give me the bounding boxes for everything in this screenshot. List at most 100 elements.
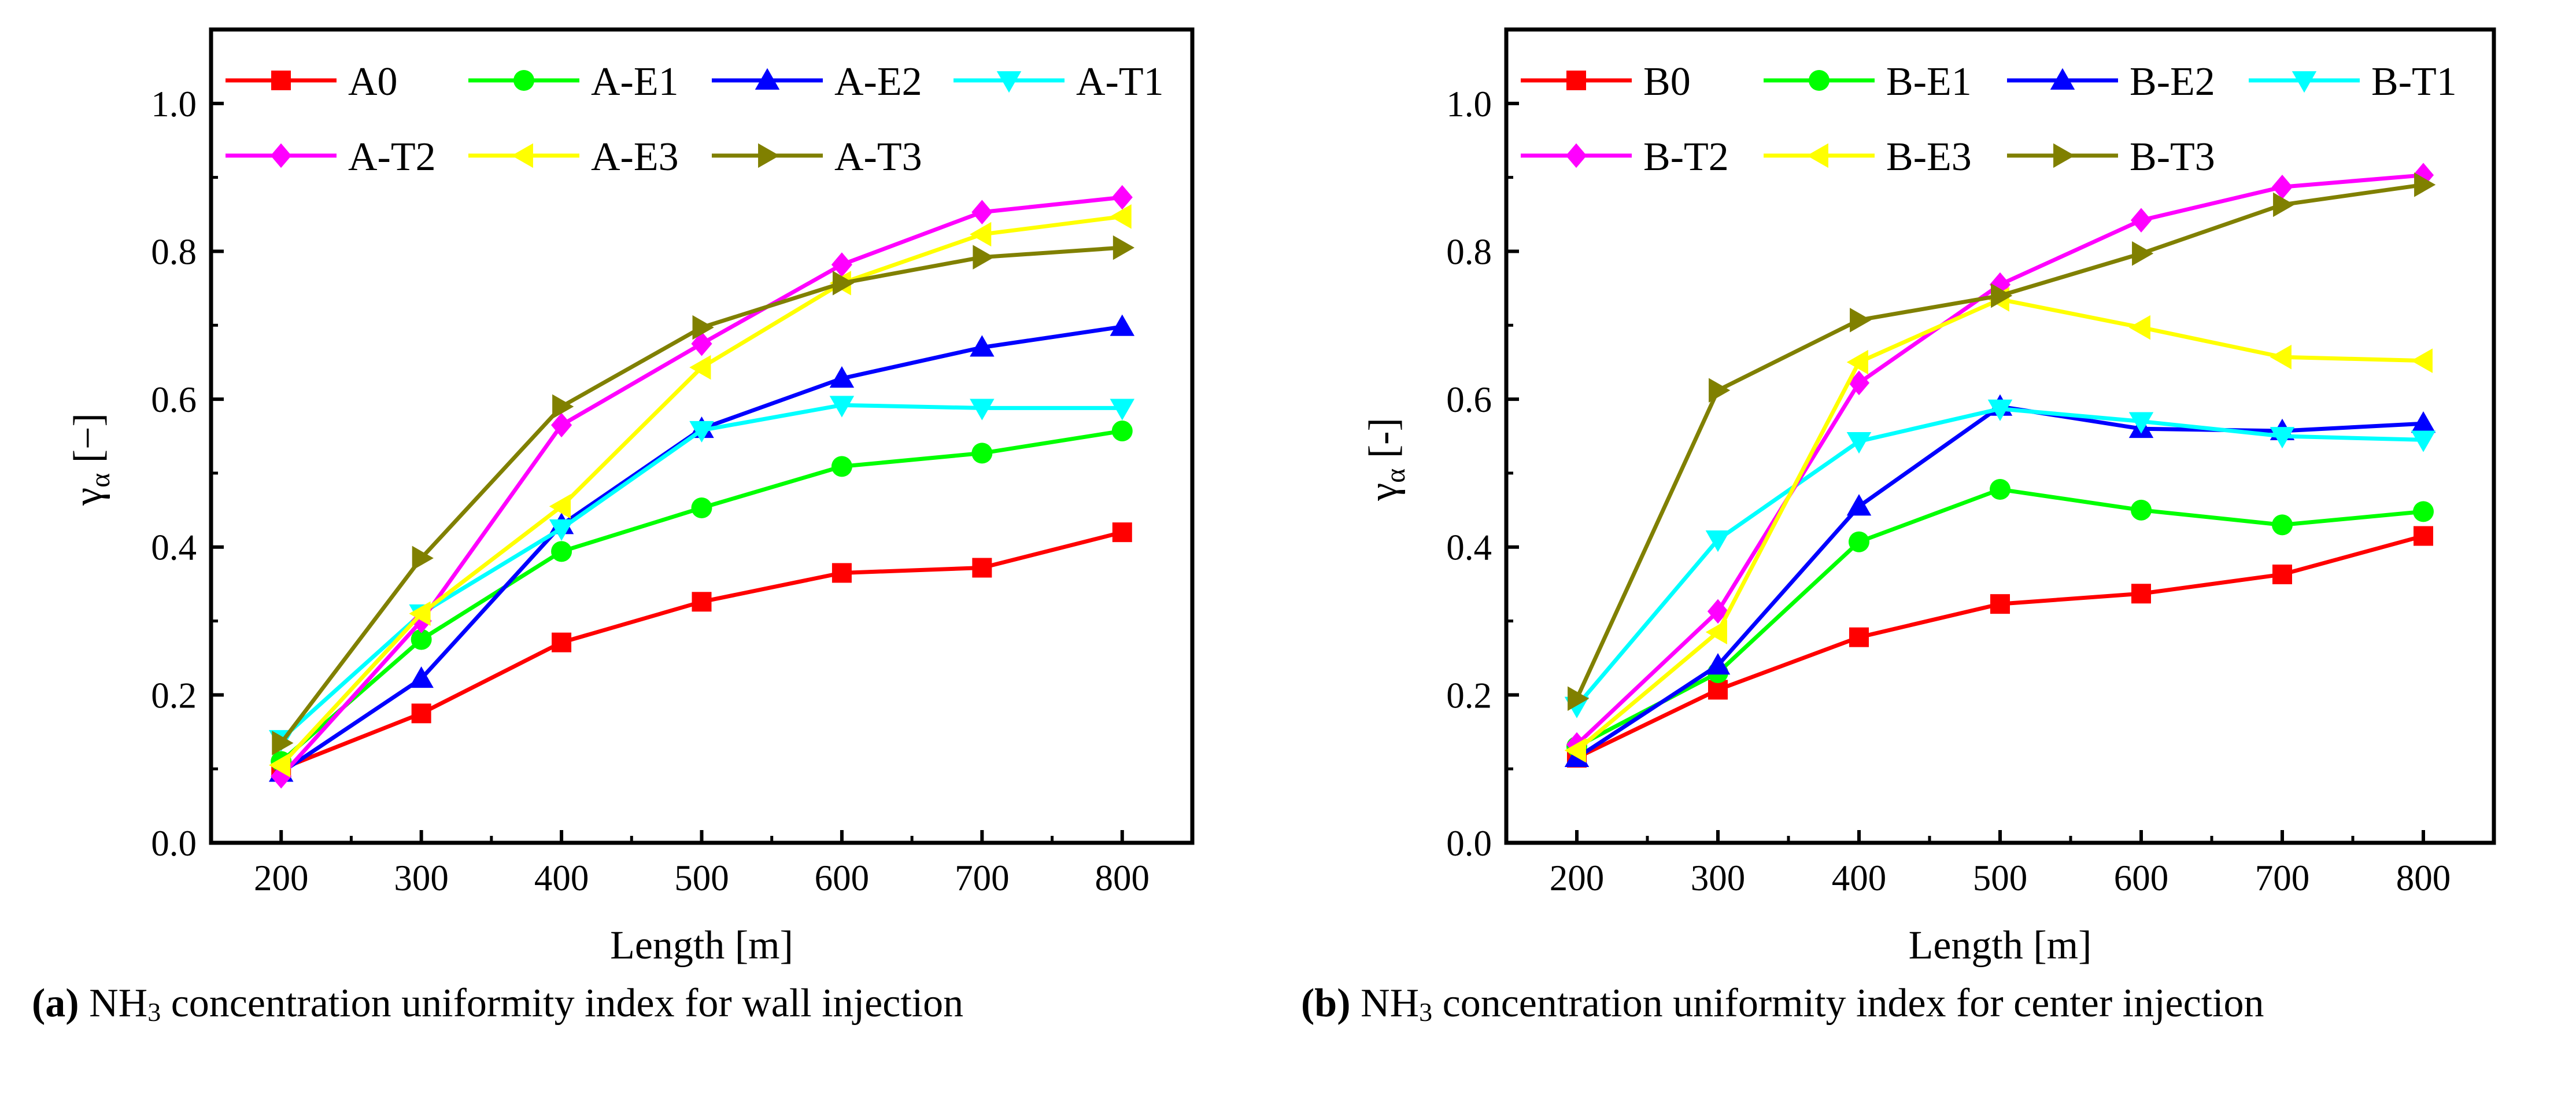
data-point [1705, 530, 1731, 552]
data-point [1849, 627, 1869, 647]
y-axis-label: γα [-] [1361, 418, 1411, 502]
x-tick-label: 400 [534, 858, 589, 898]
y-axis-unit: [−] [66, 413, 110, 473]
caption-b: (b) NH3 concentration uniformity index f… [1301, 980, 2264, 1027]
y-axis-label: γα [−] [66, 413, 116, 506]
x-tick-label: 300 [394, 858, 449, 898]
caption-text: concentration uniformity index for cente… [1432, 981, 2264, 1026]
legend-label: A-E2 [834, 60, 922, 104]
data-point [1111, 185, 1133, 210]
series-A0 [271, 522, 1132, 779]
x-tick-label: 500 [674, 858, 729, 898]
legend-marker [270, 143, 292, 168]
data-point [2270, 427, 2295, 449]
legend-item: A-T3 [712, 135, 922, 179]
data-point [1990, 479, 2010, 500]
legend-label: A-T1 [1076, 60, 1164, 104]
y-tick-label: 0.6 [1446, 379, 1492, 420]
data-point [2273, 192, 2295, 217]
data-point [2128, 412, 2154, 434]
legend-item: A-E3 [468, 135, 679, 179]
y-tick-label: 1.0 [1446, 84, 1492, 124]
data-point [1846, 432, 1872, 454]
x-tick-label: 600 [2114, 858, 2169, 898]
y-tick-label: 0.4 [151, 528, 197, 568]
caption-label: (b) [1301, 981, 1351, 1026]
data-point [972, 558, 992, 578]
legend-label: A0 [348, 60, 398, 104]
legend-label: B-E1 [1886, 60, 1972, 104]
data-point [2413, 501, 2434, 522]
series-line [1575, 182, 2424, 700]
data-point [551, 412, 572, 438]
x-tick-label: 500 [1973, 858, 2028, 898]
y-axis-subscript: α [85, 473, 116, 488]
x-tick-label: 700 [2255, 858, 2310, 898]
data-point [692, 592, 712, 612]
x-tick-label: 800 [2396, 858, 2451, 898]
y-tick-label: 0.8 [1446, 231, 1492, 272]
data-point [409, 601, 431, 626]
legend-item: B0 [1521, 60, 1691, 104]
legend-item: A-T2 [226, 135, 436, 179]
series-B-T1 [1564, 399, 2436, 718]
data-point [2271, 175, 2293, 200]
data-point [970, 399, 995, 421]
data-point [2128, 315, 2150, 340]
data-point [1849, 531, 1869, 552]
data-point [1850, 308, 1872, 333]
caption-label: (a) [32, 981, 79, 1026]
y-tick-label: 0.8 [151, 231, 197, 272]
series-line [1575, 173, 2424, 746]
series-line [1575, 407, 2424, 707]
data-point [1564, 738, 1586, 763]
legend-item: A-T1 [953, 60, 1164, 104]
legend-marker [1806, 143, 1828, 168]
legend-marker [271, 71, 291, 90]
data-point [2270, 344, 2292, 370]
data-point [971, 200, 993, 224]
legend-item: B-E3 [1764, 135, 1972, 179]
caption-a: (a) NH3 concentration uniformity index f… [32, 980, 963, 1027]
data-point [1709, 378, 1731, 403]
data-point [1987, 399, 2013, 421]
x-tick-label: 600 [815, 858, 870, 898]
data-point [1705, 620, 1727, 644]
legend-marker [1809, 70, 1830, 91]
y-tick-label: 0.4 [1446, 528, 1492, 568]
legend-marker [2050, 68, 2075, 90]
data-point [2272, 565, 2292, 585]
legend-label: B-E3 [1886, 135, 1972, 179]
y-axis-symbol: γ [1361, 483, 1406, 502]
series-B-T2 [1566, 163, 2434, 757]
data-point [1112, 522, 1132, 543]
data-point [411, 629, 432, 650]
x-tick-label: 700 [955, 858, 1010, 898]
data-point [1568, 686, 1590, 711]
caption-text: NH [79, 981, 148, 1026]
data-point [2411, 411, 2436, 433]
series-A-E2 [268, 314, 1135, 782]
legend-marker [758, 143, 780, 168]
data-point [831, 456, 852, 477]
data-point [971, 443, 993, 464]
data-point [1113, 235, 1135, 260]
data-point [1708, 680, 1728, 700]
legend: B0 B-E1 B-E2 B-T1 B-T2 B-E3 B-T3 [1521, 60, 2457, 179]
data-point [1846, 349, 1868, 375]
caption-text: NH [1350, 981, 1420, 1026]
data-point [409, 666, 434, 688]
data-point [689, 355, 711, 380]
legend-item: B-T1 [2249, 60, 2457, 104]
data-point [829, 396, 855, 418]
caption-subscript: 3 [1419, 997, 1433, 1027]
data-point [1110, 399, 1135, 421]
legend-label: B-T1 [2371, 60, 2457, 104]
series-line [1576, 404, 2424, 760]
y-tick-label: 0.0 [151, 823, 197, 864]
data-point [691, 331, 712, 356]
legend-item: A0 [226, 60, 398, 104]
series-A-T3 [272, 235, 1135, 755]
legend-label: A-T2 [348, 135, 436, 179]
y-axis-subscript: α [1380, 469, 1411, 483]
